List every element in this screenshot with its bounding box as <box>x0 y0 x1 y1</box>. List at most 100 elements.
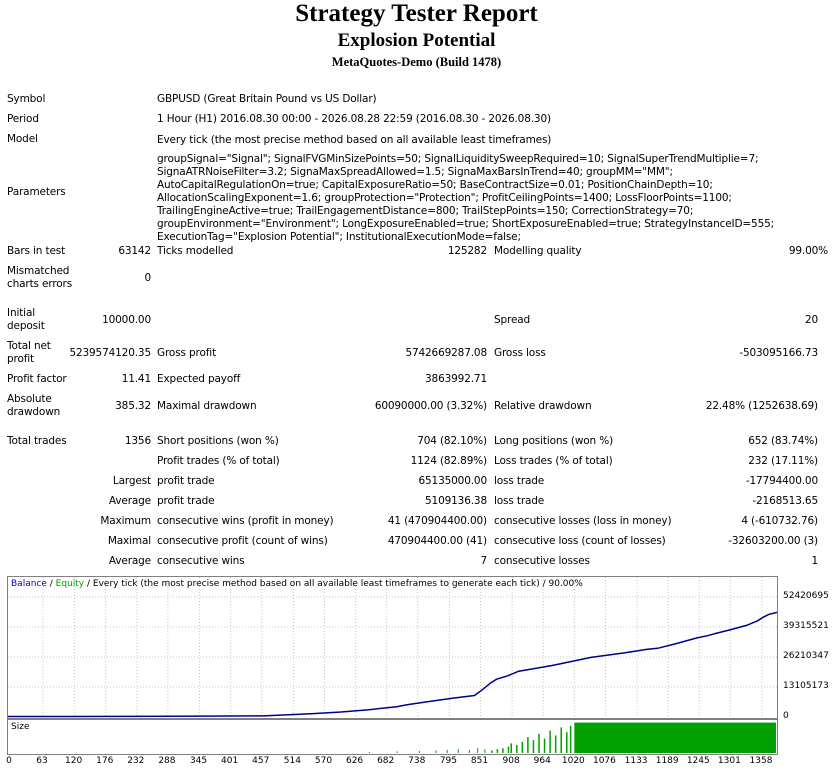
ticks-label: Ticks modelled <box>157 245 234 257</box>
size-chart-plot <box>368 722 776 753</box>
x-tick-label: 176 <box>96 756 114 766</box>
bars-value: 63142 <box>118 245 151 257</box>
average-loss-label: loss trade <box>494 495 545 507</box>
short-positions-value: 704 (82.10%) <box>417 435 487 447</box>
size-bar <box>496 749 499 753</box>
size-bar <box>549 730 551 753</box>
rel-drawdown-value: 22.48% (1252638.69) <box>705 400 818 412</box>
max-cons-wins-value: 41 (470904400.00) <box>387 515 487 527</box>
y-tick-label: 26210347 <box>783 650 829 661</box>
size-bar <box>516 745 518 753</box>
gross-loss-label: Gross loss <box>494 347 546 359</box>
abs-drawdown-value: 385.32 <box>115 400 151 412</box>
size-bar <box>446 749 448 753</box>
x-tick-label: 232 <box>127 756 145 766</box>
y-tick-label: 0 <box>783 711 789 721</box>
x-tick-label: 908 <box>502 756 520 766</box>
loss-trades-value: 232 (17.11%) <box>748 455 818 467</box>
spread-value: 20 <box>804 314 818 326</box>
period-label: Period <box>7 113 39 125</box>
x-tick-label: 1245 <box>686 756 710 766</box>
expected-payoff-label: Expected payoff <box>157 373 241 385</box>
parameters-value: groupSignal="Signal"; SignalFVGMinSizePo… <box>157 153 775 243</box>
largest-loss-value: -17794400.00 <box>745 475 818 487</box>
x-tick-label: 682 <box>377 756 395 766</box>
average-profit-value: 5109136.38 <box>425 495 487 507</box>
x-tick-label: 851 <box>470 756 489 766</box>
deposit-label-2: deposit <box>7 320 45 332</box>
chart-caption: Balance / Equity / Every tick (the most … <box>11 579 583 590</box>
x-tick-label: 401 <box>221 756 239 766</box>
mismatch-label-1: Mismatched <box>7 265 70 277</box>
y-tick-label: 13105173 <box>783 680 829 691</box>
x-tick-label: 570 <box>314 756 333 766</box>
size-bar <box>527 737 529 753</box>
y-tick-label: 39315521 <box>783 620 829 631</box>
profit-trades-value: 1124 (82.89%) <box>410 455 487 467</box>
largest-label: Largest <box>112 475 151 487</box>
average-profit-label: profit trade <box>157 495 215 507</box>
size-bar <box>510 743 512 753</box>
size-bar <box>521 741 524 753</box>
x-tick-label: 626 <box>345 756 364 766</box>
legend-sep: / <box>46 579 56 589</box>
bars-label: Bars in test <box>7 245 66 257</box>
x-tick-label: 738 <box>408 756 426 766</box>
x-tick-label: 1189 <box>655 756 679 766</box>
server-info: MetaQuotes-Demo (Build 1478) <box>331 55 502 69</box>
rel-drawdown-label: Relative drawdown <box>494 400 592 412</box>
average-loss-value: -2168513.65 <box>752 495 818 507</box>
x-tick-label: 345 <box>189 756 208 766</box>
x-tick-label: 120 <box>65 756 83 766</box>
size-bar <box>396 751 398 753</box>
size-bar <box>560 727 562 753</box>
ticks-value: 125282 <box>447 245 487 257</box>
avg-cons-wins-label: consecutive wins <box>157 555 245 567</box>
maximal-cons-profit-value: 470904400.00 (41) <box>387 535 487 547</box>
x-tick-label: 964 <box>533 756 551 766</box>
model-label: Model <box>7 133 38 145</box>
report-title: Strategy Tester Report <box>295 0 538 27</box>
expected-payoff-value: 3863992.71 <box>425 373 487 385</box>
maximum-label: Maximum <box>100 515 151 527</box>
max-cons-wins-label: consecutive wins (profit in money) <box>157 515 334 527</box>
avg-cons-wins-value: 7 <box>480 555 487 567</box>
x-tick-label: 795 <box>439 756 457 766</box>
short-positions-label: Short positions (won %) <box>157 435 279 447</box>
total-trades-label: Total trades <box>7 435 67 447</box>
size-bar <box>491 750 493 753</box>
gross-profit-label: Gross profit <box>157 347 217 359</box>
model-value: Every tick (the most precise method base… <box>157 134 552 146</box>
largest-profit-label: profit trade <box>157 475 215 487</box>
legend-balance: Balance <box>11 579 47 589</box>
legend-equity: Equity <box>55 579 85 589</box>
parameters-label: Parameters <box>7 186 66 198</box>
mismatch-label-2: charts errors <box>7 278 73 290</box>
max-drawdown-label: Maximal drawdown <box>157 400 257 412</box>
long-positions-value: 652 (83.74%) <box>748 435 818 447</box>
legend-rest: / Every tick (the most precise method ba… <box>84 579 583 589</box>
abs-drawdown-label-1: Absolute <box>7 393 52 405</box>
size-label: Size <box>11 722 30 732</box>
symbol-value: GBPUSD (Great Britain Pound vs US Dollar… <box>157 93 377 105</box>
deposit-value: 10000.00 <box>102 314 151 326</box>
profit-trades-label: Profit trades (% of total) <box>157 455 280 467</box>
maximal-cons-loss-label: consecutive loss (count of losses) <box>494 535 666 547</box>
largest-profit-value: 65135000.00 <box>418 475 488 487</box>
net-profit-value: 5239574120.35 <box>69 347 151 359</box>
average-consecutive-label: Average <box>108 555 151 567</box>
quality-label: Modelling quality <box>494 245 582 257</box>
size-bar <box>457 749 459 753</box>
x-tick-label: 63 <box>36 756 48 766</box>
gross-loss-value: -503095166.73 <box>739 347 818 359</box>
largest-loss-label: loss trade <box>494 475 545 487</box>
size-bar <box>435 750 437 753</box>
size-bar <box>468 749 470 753</box>
x-tick-label: 0 <box>6 756 12 766</box>
maximal-label: Maximal <box>107 535 151 547</box>
x-tick-label: 457 <box>252 756 270 766</box>
max-cons-losses-label: consecutive losses (loss in money) <box>494 515 672 527</box>
mismatch-value: 0 <box>144 272 151 284</box>
size-bar <box>532 740 535 753</box>
x-tick-label: 1020 <box>561 756 585 766</box>
